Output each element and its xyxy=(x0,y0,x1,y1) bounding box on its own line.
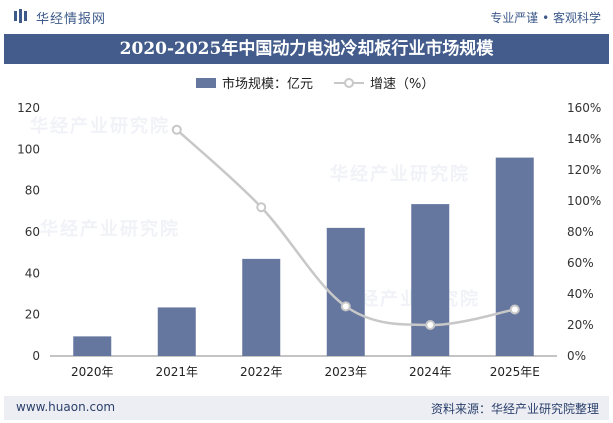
y-right-tick-label: 20% xyxy=(567,318,594,332)
legend-bar-swatch xyxy=(196,77,216,88)
y-right-tick-label: 80% xyxy=(567,225,594,239)
x-tick-label: 2025年E xyxy=(490,365,540,379)
y-right-tick-label: 60% xyxy=(567,256,594,270)
logo-icon xyxy=(14,9,27,23)
bar xyxy=(157,307,196,356)
y-left-tick-label: 0 xyxy=(32,349,40,363)
bar xyxy=(242,258,281,356)
bar xyxy=(326,227,365,356)
source-note: 资料来源：华经产业研究院整理 xyxy=(430,402,599,416)
x-tick-label: 2020年 xyxy=(71,365,114,379)
slogan: 专业严谨 • 客观科学 xyxy=(490,11,601,25)
bar xyxy=(495,157,534,356)
x-tick-label: 2021年 xyxy=(155,365,198,379)
site-url: www.huaon.com xyxy=(16,400,116,414)
bar xyxy=(73,336,112,356)
chart-title: 2020-2025年中国动力电池冷却板行业市场规模 xyxy=(4,34,609,64)
y-left-tick-label: 40 xyxy=(25,266,40,280)
growth-point xyxy=(256,202,267,213)
y-left-tick-label: 20 xyxy=(25,308,40,322)
y-right-tick-label: 160% xyxy=(567,101,601,115)
legend: 市场规模：亿元 增速（%） xyxy=(0,70,613,92)
watermark: 华经产业研究院 xyxy=(30,116,170,137)
y-left-tick-label: 60 xyxy=(25,225,40,239)
y-left-tick-label: 100 xyxy=(17,142,40,156)
footer: www.huaon.com 资料来源：华经产业研究院整理 xyxy=(4,396,609,420)
growth-point xyxy=(340,301,351,312)
growth-point xyxy=(509,304,520,315)
watermark: 华经产业研究院 xyxy=(40,219,180,240)
legend-item-bar: 市场规模：亿元 xyxy=(196,73,313,92)
y-right-tick-label: 0% xyxy=(567,349,586,363)
y-right-tick-label: 120% xyxy=(567,163,601,177)
y-right-tick-label: 140% xyxy=(567,132,601,146)
top-bar: 华经情报网 专业严谨 • 客观科学 xyxy=(0,0,613,34)
growth-point xyxy=(171,124,182,135)
watermark: 华经产业研究院 xyxy=(330,164,470,185)
x-tick-label: 2022年 xyxy=(240,365,283,379)
x-tick-label: 2023年 xyxy=(324,365,367,379)
y-right-tick-label: 100% xyxy=(567,194,601,208)
legend-item-line: 增速（%） xyxy=(334,73,434,92)
growth-point xyxy=(425,320,436,330)
y-left-tick-label: 80 xyxy=(25,184,40,198)
y-right-tick-label: 40% xyxy=(567,287,594,301)
legend-bar-label: 市场规模：亿元 xyxy=(222,77,314,92)
legend-line-label: 增速（%） xyxy=(370,77,435,92)
bar xyxy=(411,204,450,356)
brand-name: 华经情报网 xyxy=(36,12,107,27)
x-tick-label: 2024年 xyxy=(409,365,452,379)
y-left-tick-label: 120 xyxy=(17,101,40,115)
legend-line-swatch xyxy=(334,77,364,88)
